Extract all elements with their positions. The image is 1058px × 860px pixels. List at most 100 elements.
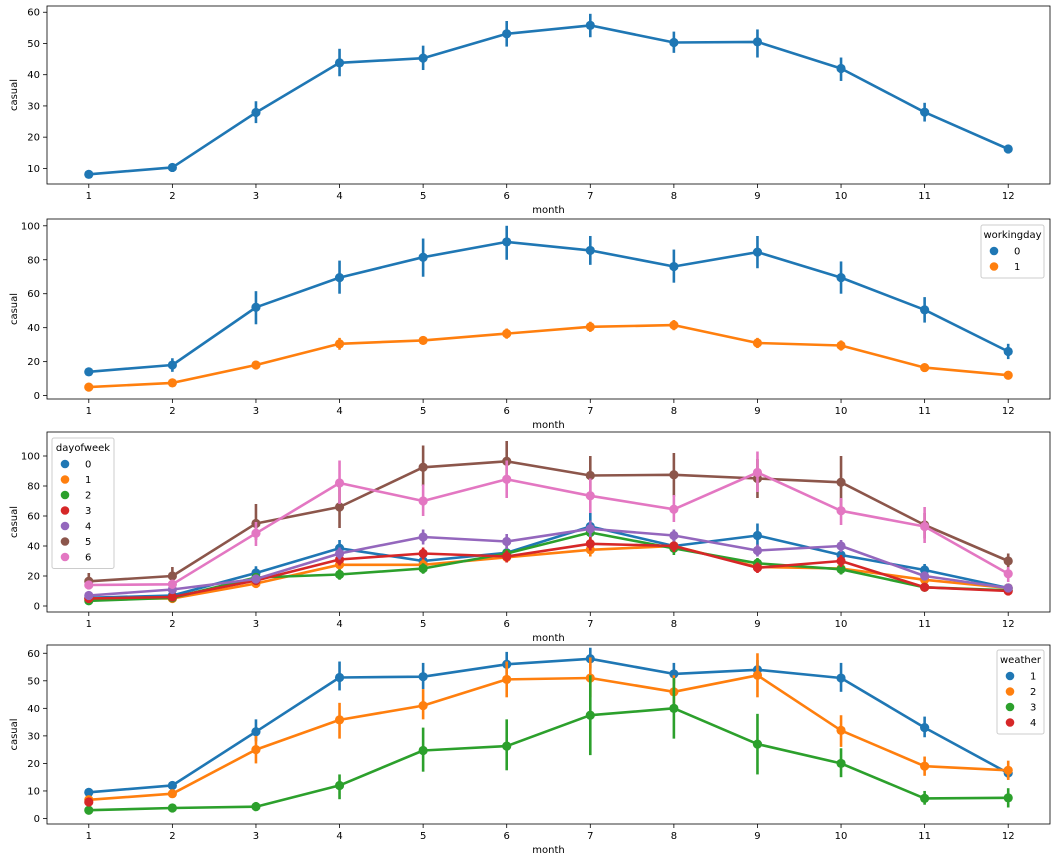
data-point [84,797,94,807]
data-point [836,506,846,516]
data-point [669,703,679,713]
x-tick-label: 11 [918,406,931,417]
x-tick-label: 3 [253,831,259,842]
data-point [502,329,512,339]
data-point [669,669,679,679]
data-point [334,672,345,683]
series-line [88,542,1009,600]
data-point [920,723,930,733]
data-point [669,261,679,272]
data-point [752,530,763,541]
data-point [836,340,846,351]
y-tick-label: 20 [27,357,40,368]
x-tick-label: 10 [835,191,848,202]
x-tick-label: 5 [420,619,426,630]
x-tick-label: 7 [587,406,593,417]
x-axis-label: month [532,205,564,216]
data-point [920,362,930,373]
data-point [334,272,345,283]
x-tick-label: 5 [420,406,426,417]
y-tick-label: 100 [21,221,40,232]
legend-title: workingday [983,230,1041,241]
data-point [669,470,679,480]
y-tick-label: 0 [34,602,40,613]
series-1 [84,320,1013,392]
series-line [88,460,1009,583]
data-point [752,563,763,573]
data-point [752,670,763,680]
data-point [502,29,512,39]
legend-title: weather [1000,655,1042,666]
x-tick-label: 6 [504,191,510,202]
x-tick-label: 6 [504,406,510,417]
data-point [502,551,512,562]
data-point [334,58,345,68]
series-4 [84,520,1013,601]
x-tick-label: 12 [1002,191,1015,202]
axes-frame [46,644,1051,825]
data-point [167,592,177,602]
y-tick-label: 40 [27,704,40,715]
data-point [84,590,94,601]
legend-marker [1005,687,1015,696]
legend-marker [60,521,70,531]
x-tick-label: 4 [336,831,342,842]
data-point [502,741,512,751]
data-point [418,548,428,559]
series-line [88,525,1009,600]
x-tick-label: 1 [86,619,92,630]
legend-label: 0 [85,460,91,471]
data-point [920,305,930,315]
data-point [502,237,512,247]
series-5 [84,441,1013,590]
legend: workingday 0 1 [980,224,1045,279]
data-point [167,789,177,799]
data-point [251,802,261,812]
series-6 [84,451,1013,590]
data-point [1003,346,1013,357]
data-point [836,758,846,769]
y-tick-label: 80 [27,482,40,493]
x-tick-label: 9 [754,191,760,202]
series-line [88,24,1009,176]
legend-marker [989,246,999,256]
legend-marker [1005,718,1015,727]
legend-title: dayofweek [56,443,110,454]
legend-marker [60,506,70,515]
y-tick-label: 60 [27,512,40,523]
x-tick-label: 2 [169,406,175,417]
data-point [1003,370,1013,380]
data-point [920,793,930,803]
data-point [418,563,428,574]
data-point [585,710,595,720]
x-axis-label: month [532,420,564,431]
axes-frame [46,431,1051,613]
data-point [669,504,679,514]
data-point [251,302,261,312]
x-tick-label: 6 [504,831,510,842]
y-tick-label: 50 [27,676,40,687]
x-tick-label: 1 [86,191,92,202]
legend-marker [1005,671,1015,681]
y-tick-label: 20 [27,133,40,144]
y-tick-label: 40 [27,542,40,553]
data-point [334,715,345,725]
x-tick-label: 4 [336,619,342,630]
legend-marker [60,459,70,469]
data-point [167,780,177,791]
data-point [251,528,261,538]
data-point [418,335,428,346]
data-point [920,582,930,592]
data-point [752,545,763,556]
legend-label: 1 [1030,672,1036,683]
data-point [418,700,428,711]
data-point [752,247,763,257]
data-point [836,272,846,283]
y-tick-label: 20 [27,572,40,583]
data-point [418,53,428,63]
legend-label: 2 [1030,687,1036,698]
legend-box [51,437,115,569]
